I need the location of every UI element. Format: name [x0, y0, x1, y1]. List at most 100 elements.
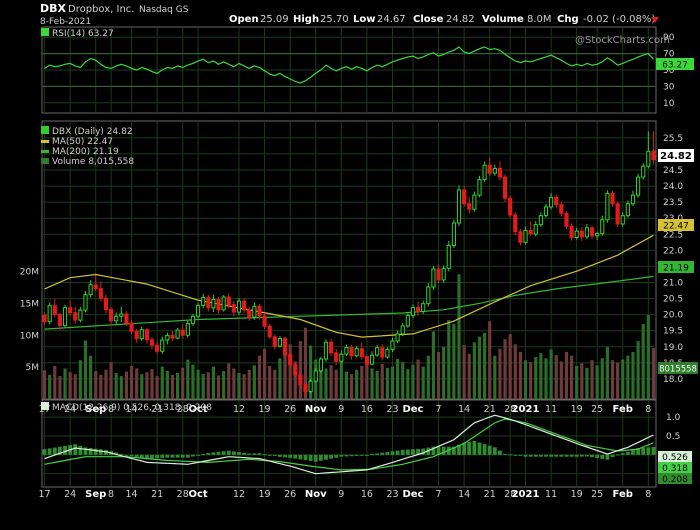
- macd-histogram-bar: [73, 444, 78, 455]
- volume-bar: [564, 351, 569, 399]
- candle-body: [467, 203, 472, 210]
- signal-tag-bg: [658, 462, 692, 473]
- volume-bar: [447, 320, 451, 399]
- candle-body: [323, 341, 329, 360]
- candle-body: [47, 305, 52, 323]
- legend-ma50: MA(50) 22.47: [52, 137, 113, 147]
- x-axis-label: 14: [458, 489, 470, 500]
- volume-bar: [83, 340, 88, 399]
- macd-histogram-bar: [375, 453, 380, 455]
- volume-label: Volume: [482, 14, 524, 25]
- x-axis-label: 19: [259, 489, 271, 500]
- macd-histogram-bar: [370, 454, 374, 456]
- macd-histogram-bar: [400, 449, 405, 455]
- candle-body: [584, 227, 590, 238]
- x-axis-label: Sep: [85, 489, 106, 500]
- x-axis-label: 14: [125, 404, 137, 415]
- macd-histogram-bar: [359, 454, 364, 456]
- hist-tag-bg: [658, 473, 692, 484]
- x-axis-label: 2021: [512, 404, 540, 415]
- candle-body: [508, 197, 513, 216]
- candle-body: [119, 313, 124, 317]
- ma200-line: [44, 275, 654, 330]
- x-axis-label: 21: [484, 404, 496, 415]
- candle-body: [103, 297, 109, 310]
- volume-bar: [580, 363, 584, 399]
- volume-bar: [590, 360, 594, 399]
- volume-bar: [165, 371, 169, 399]
- volume-bar: [344, 371, 349, 399]
- volume-bar: [99, 374, 103, 399]
- volume-bar: [452, 323, 456, 399]
- x-axis-label: 19: [571, 489, 583, 500]
- volume-bar: [477, 336, 482, 399]
- volume-bar: [365, 360, 369, 399]
- macd-histogram-bar: [518, 454, 523, 456]
- volume-bar: [303, 327, 308, 399]
- x-axis-label: 19: [259, 404, 271, 415]
- volume-bar: [257, 355, 262, 399]
- x-axis-label: 8: [108, 404, 114, 415]
- candle-body: [195, 305, 201, 317]
- candle-body: [359, 348, 364, 358]
- macd-histogram-bar: [636, 448, 641, 455]
- candle-body: [42, 314, 47, 323]
- price-tick-label: 20.5: [663, 295, 683, 305]
- x-axis-label: Nov: [305, 404, 327, 415]
- x-axis-label: 28: [504, 489, 516, 500]
- macd-histogram-bar: [201, 454, 206, 456]
- x-axis-label: 17: [39, 489, 51, 500]
- x-axis-label: Feb: [613, 404, 633, 415]
- volume-bar: [575, 365, 579, 399]
- volume-bar: [355, 369, 359, 399]
- macd-histogram-bar: [513, 454, 518, 456]
- volume-bar: [63, 368, 67, 399]
- volume-bar: [431, 331, 436, 399]
- high-label: High: [293, 14, 319, 25]
- macd-histogram-bar: [441, 446, 446, 455]
- ma200-tag-bg: [658, 261, 694, 273]
- panel-frames: [41, 26, 657, 488]
- volume-bar: [390, 366, 395, 399]
- macd-histogram-bar: [523, 454, 528, 457]
- hist-tag: 0.208: [662, 475, 688, 485]
- candle-body: [482, 164, 487, 181]
- volume-bar: [58, 376, 62, 399]
- volume-bar: [124, 371, 129, 399]
- candle-body: [385, 348, 390, 358]
- chart-header: DBX Dropbox, Inc. Nasdaq GS 8-Feb-2021 O…: [40, 2, 659, 27]
- macd-signal-line: [44, 418, 654, 471]
- candle-body: [538, 215, 543, 226]
- volume-bar: [370, 368, 374, 399]
- candle-body: [180, 329, 185, 336]
- macd-histogram-bar: [318, 454, 323, 461]
- volume-bar: [339, 362, 343, 399]
- volume-bar: [242, 374, 246, 399]
- macd-histogram-bar: [462, 442, 467, 455]
- macd-tag-bg: [658, 451, 692, 462]
- panel-frame: [41, 399, 657, 488]
- macd-histogram-bar: [206, 452, 211, 455]
- candle-body: [129, 322, 134, 332]
- volume-bar: [498, 348, 502, 399]
- macd-histogram-bar: [569, 454, 574, 457]
- macd-histogram-bar: [160, 454, 165, 458]
- panel-frame: [41, 120, 657, 400]
- volume-bar: [472, 342, 476, 399]
- macd-histogram-bar: [600, 454, 605, 459]
- volume-bar: [273, 369, 277, 399]
- price-tick-label: 18.0: [663, 375, 683, 385]
- candle-body: [364, 356, 369, 365]
- ma200-tag: 21.19: [663, 264, 689, 274]
- price-tick-label: 25.5: [663, 134, 683, 144]
- candle-body: [456, 189, 462, 224]
- candle-body: [630, 194, 636, 205]
- x-axis-label: 12: [233, 404, 245, 415]
- volume-bar: [68, 372, 72, 399]
- volume-bar: [78, 360, 82, 399]
- macd-histogram-bar: [620, 453, 625, 455]
- close-label: Close: [413, 14, 444, 25]
- macd-histogram-bar: [354, 454, 359, 456]
- candle-body: [170, 335, 175, 339]
- volume-bar: [529, 362, 533, 399]
